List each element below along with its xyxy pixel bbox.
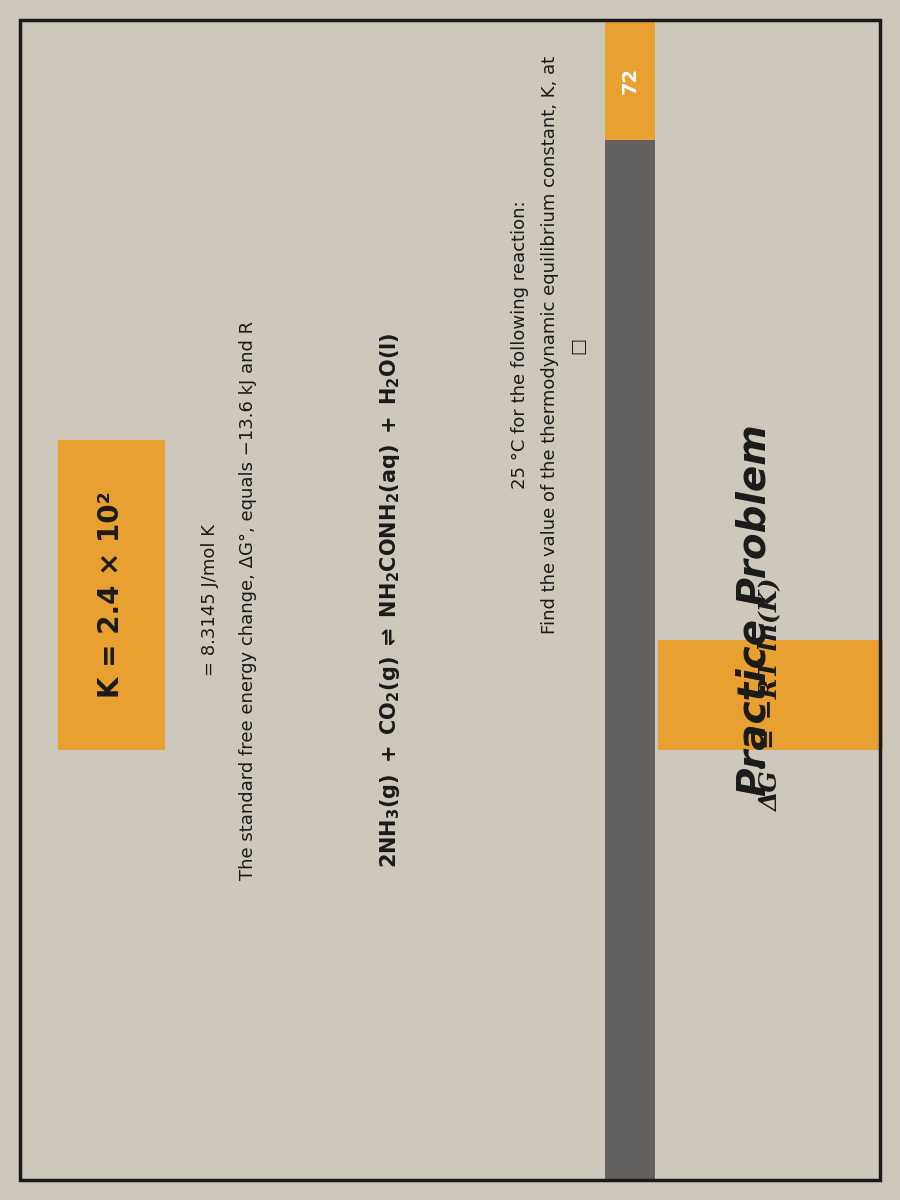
Bar: [605, 20, 655, 140]
Text: The standard free energy change, ΔG°, equals −13.6 kJ and R: The standard free energy change, ΔG°, eq…: [239, 320, 257, 880]
Text: $\mathbf{2NH_3(g)\ +\ CO_2(g)\ \rightleftharpoons\ NH_2CONH_2(aq)\ +\ H_2O(l)}$: $\mathbf{2NH_3(g)\ +\ CO_2(g)\ \rightlef…: [378, 332, 402, 868]
Bar: [58, 440, 165, 750]
Text: ΔG° = −RT ln(K): ΔG° = −RT ln(K): [758, 578, 782, 811]
Text: K = 2.4 × 10²: K = 2.4 × 10²: [97, 492, 125, 698]
Bar: [658, 640, 883, 750]
Text: □: □: [569, 336, 587, 354]
Text: Practice Problem: Practice Problem: [736, 424, 774, 796]
Text: 72: 72: [620, 66, 640, 94]
Text: 25 °C for the following reaction:: 25 °C for the following reaction:: [511, 200, 529, 490]
Text: Find the value of the thermodynamic equilibrium constant, K, at: Find the value of the thermodynamic equi…: [541, 56, 559, 634]
Bar: [605, 20, 655, 1180]
Text: = 8.3145 J/mol K: = 8.3145 J/mol K: [201, 524, 219, 676]
